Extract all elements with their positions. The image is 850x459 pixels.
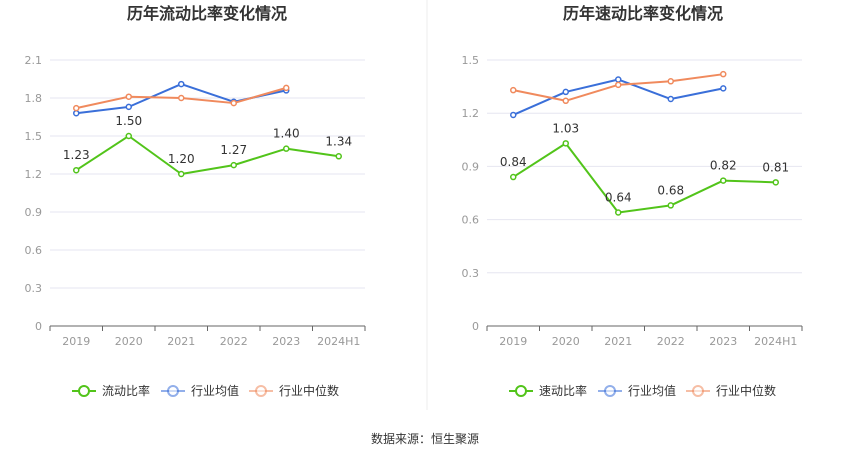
x-tick-label: 2023 [709,335,737,348]
x-tick-label: 2020 [115,335,143,348]
data-label: 0.68 [657,183,684,197]
data-label: 0.84 [500,155,527,169]
x-tick-label: 2019 [62,335,90,348]
data-point[interactable] [562,88,569,96]
data-label: 1.23 [63,148,90,162]
y-tick-label: 0.3 [462,267,480,280]
y-tick-label: 0 [472,320,479,333]
data-point[interactable] [667,95,674,103]
y-tick-label: 0.6 [462,214,480,227]
data-point[interactable] [125,93,132,100]
data-point[interactable] [510,111,517,119]
legend-label[interactable]: 行业均值 [191,383,239,398]
chart-title: 历年流动比率变化情况 [127,4,287,23]
data-label: 0.64 [605,191,632,205]
data-point[interactable] [772,179,779,186]
data-point[interactable] [667,78,674,85]
data-source: 数据来源：恒生聚源 [371,431,479,446]
data-point[interactable] [283,145,290,152]
data-point[interactable] [73,166,80,174]
y-tick-label: 0.9 [25,206,43,219]
data-point[interactable] [720,70,727,78]
data-label: 1.34 [325,134,352,148]
data-point[interactable] [125,132,132,140]
chart-title: 历年速动比率变化情况 [563,4,723,23]
y-tick-label: 1.2 [462,107,480,120]
data-label: 1.03 [552,121,579,135]
legend-label[interactable]: 速动比率 [539,383,587,398]
data-label: 1.20 [168,152,195,166]
legend-marker[interactable] [255,385,267,397]
data-point[interactable] [178,170,185,178]
data-point[interactable] [230,99,237,107]
y-tick-label: 1.5 [462,54,480,67]
y-tick-label: 0.6 [25,244,43,257]
x-tick-label: 2020 [552,335,580,348]
legend-label[interactable]: 流动比率 [102,383,150,398]
y-tick-label: 1.2 [25,168,43,181]
y-tick-label: 1.5 [25,130,43,143]
x-tick-label: 2019 [499,335,527,348]
data-point[interactable] [178,94,185,102]
legend-marker[interactable] [167,385,179,397]
legend-label[interactable]: 行业中位数 [716,383,776,398]
legend-marker[interactable] [604,385,616,397]
data-point[interactable] [615,209,622,216]
y-tick-label: 2.1 [25,54,43,67]
x-tick-label: 2024H1 [754,335,797,348]
legend-label[interactable]: 行业中位数 [279,383,339,398]
data-label: 1.40 [273,127,300,141]
data-label: 0.81 [762,160,789,174]
data-point[interactable] [510,86,517,94]
data-point[interactable] [73,104,80,112]
data-point[interactable] [720,85,727,92]
data-point[interactable] [562,140,569,147]
legend-marker[interactable] [78,385,90,397]
data-label: 1.50 [115,114,142,128]
data-point[interactable] [178,80,185,88]
y-tick-label: 0.3 [25,282,43,295]
y-tick-label: 0 [35,320,42,333]
data-point[interactable] [667,202,674,209]
series-line [512,142,776,214]
data-label: 0.82 [710,159,737,173]
legend-marker[interactable] [515,385,527,397]
data-point[interactable] [283,84,290,92]
data-point[interactable] [73,109,80,117]
data-point[interactable] [510,173,517,181]
x-tick-label: 2022 [657,335,685,348]
x-tick-label: 2022 [220,335,248,348]
data-point[interactable] [230,161,237,169]
x-tick-label: 2021 [604,335,632,348]
x-tick-label: 2024H1 [317,335,360,348]
data-point[interactable] [720,177,727,184]
series-line [75,135,339,175]
legend-marker[interactable] [692,385,704,397]
x-tick-label: 2021 [167,335,195,348]
y-tick-label: 0.9 [462,160,480,173]
data-point[interactable] [335,153,342,160]
y-tick-label: 1.8 [25,92,43,105]
data-point[interactable] [615,81,622,89]
x-tick-label: 2023 [272,335,300,348]
data-label: 1.27 [220,143,247,157]
data-point[interactable] [562,97,569,105]
data-point[interactable] [615,76,622,83]
data-point[interactable] [125,103,132,111]
legend-label[interactable]: 行业均值 [628,383,676,398]
